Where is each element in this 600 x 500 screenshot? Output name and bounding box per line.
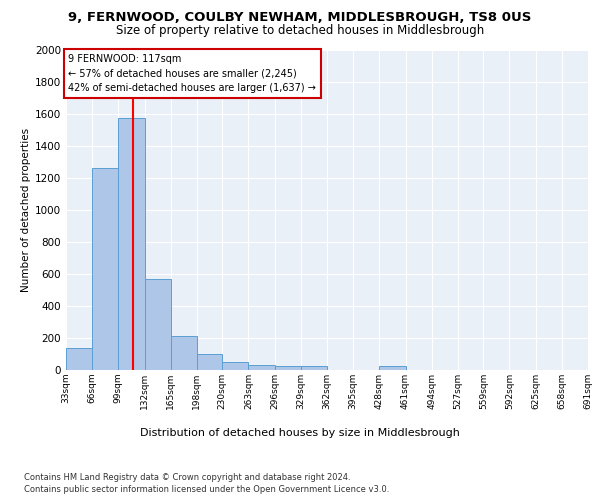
Text: 9 FERNWOOD: 117sqm
← 57% of detached houses are smaller (2,245)
42% of semi-deta: 9 FERNWOOD: 117sqm ← 57% of detached hou… xyxy=(68,54,316,93)
Bar xyxy=(145,279,171,370)
Bar xyxy=(118,118,145,370)
Bar xyxy=(171,336,197,370)
Bar xyxy=(197,354,222,370)
Bar xyxy=(92,168,118,370)
Bar xyxy=(248,365,275,370)
Bar xyxy=(222,362,248,370)
Text: Contains HM Land Registry data © Crown copyright and database right 2024.: Contains HM Land Registry data © Crown c… xyxy=(24,472,350,482)
Text: Size of property relative to detached houses in Middlesbrough: Size of property relative to detached ho… xyxy=(116,24,484,37)
Text: 9, FERNWOOD, COULBY NEWHAM, MIDDLESBROUGH, TS8 0US: 9, FERNWOOD, COULBY NEWHAM, MIDDLESBROUG… xyxy=(68,11,532,24)
Text: Distribution of detached houses by size in Middlesbrough: Distribution of detached houses by size … xyxy=(140,428,460,438)
Bar xyxy=(275,366,301,370)
Bar xyxy=(66,348,92,370)
Bar xyxy=(301,366,327,370)
Bar xyxy=(379,366,406,370)
Text: Contains public sector information licensed under the Open Government Licence v3: Contains public sector information licen… xyxy=(24,485,389,494)
Y-axis label: Number of detached properties: Number of detached properties xyxy=(21,128,31,292)
